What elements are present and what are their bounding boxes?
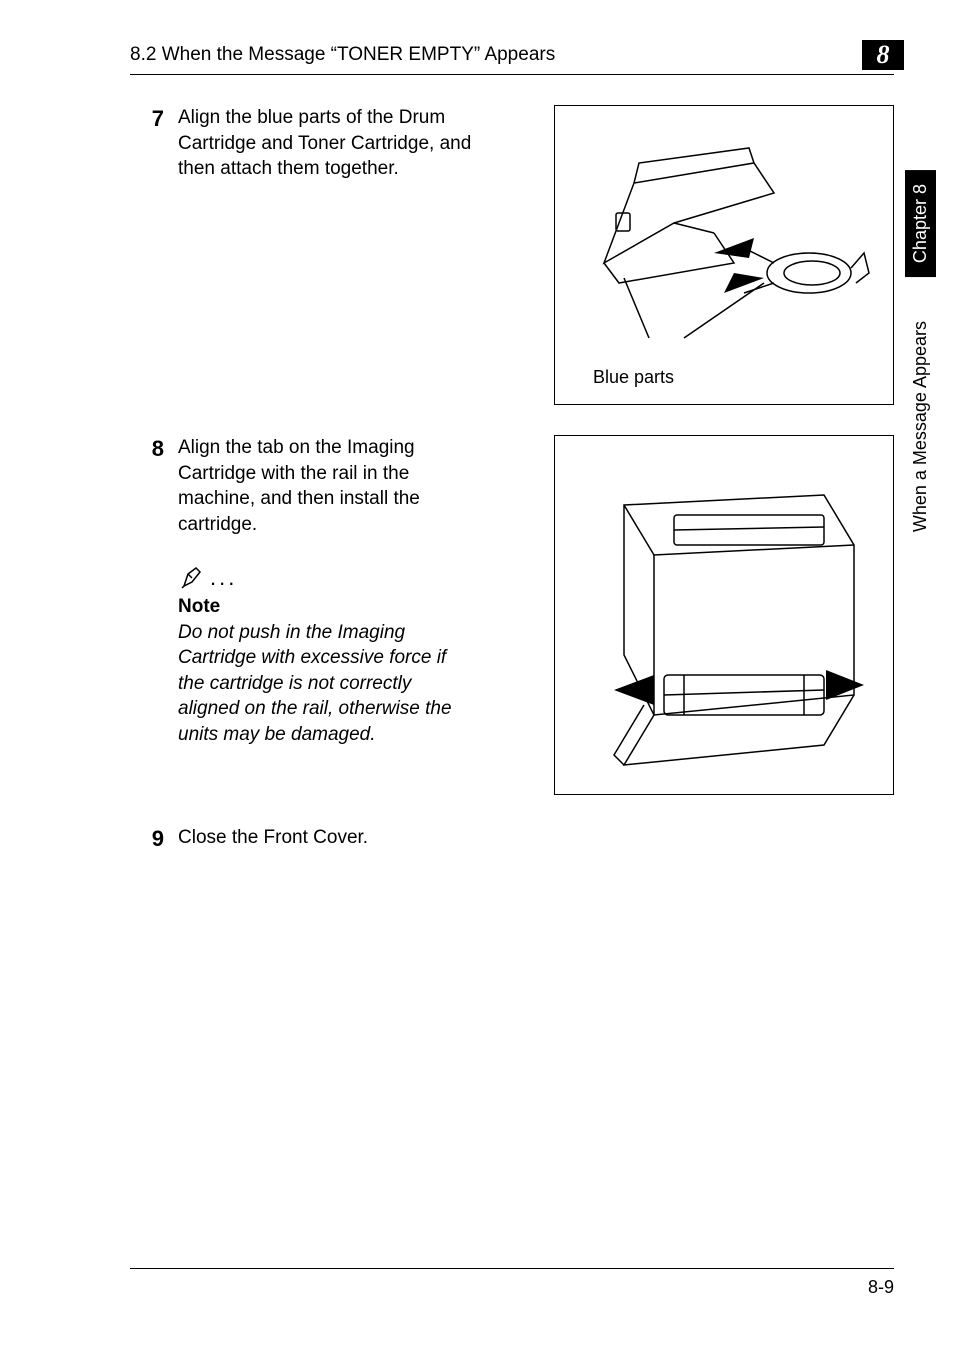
spacer xyxy=(130,795,894,825)
drum-toner-illustration xyxy=(564,123,884,363)
chapter-tab: Chapter 8 xyxy=(905,170,936,277)
note-icon-row: ... xyxy=(178,564,468,592)
step-7-text-col: 7 Align the blue parts of the Drum Cartr… xyxy=(130,105,478,182)
step-8-text-col: 8 Align the tab on the Imaging Cartridge… xyxy=(130,435,478,748)
step-7-figure: Blue parts xyxy=(554,105,894,405)
step-number: 8 xyxy=(130,435,178,464)
step-text: Close the Front Cover. xyxy=(178,825,368,851)
note-body: Do not push in the Imaging Cartridge wit… xyxy=(178,620,468,748)
install-cartridge-illustration xyxy=(564,445,884,785)
chapter-badge: 8 xyxy=(862,40,904,70)
note-title: Note xyxy=(178,596,468,618)
step-number: 7 xyxy=(130,105,178,134)
step-8-figure xyxy=(554,435,894,795)
step-7-row: 7 Align the blue parts of the Drum Cartr… xyxy=(130,105,894,405)
page-footer: 8-9 xyxy=(130,1268,894,1298)
note-block: ... Note Do not push in the Imaging Cart… xyxy=(178,564,468,748)
page-number: 8-9 xyxy=(868,1277,894,1298)
step-text: Align the blue parts of the Drum Cartrid… xyxy=(178,105,478,182)
side-tabs: Chapter 8 When a Message Appears xyxy=(905,170,936,546)
step-number: 9 xyxy=(130,825,178,854)
step-8-row: 8 Align the tab on the Imaging Cartridge… xyxy=(130,435,894,795)
step-9-row: 9 Close the Front Cover. xyxy=(130,825,894,854)
spacer xyxy=(130,405,894,435)
page-header: 8.2 When the Message “TONER EMPTY” Appea… xyxy=(130,40,894,75)
page: 8.2 When the Message “TONER EMPTY” Appea… xyxy=(0,0,954,1358)
chapter-number: 8 xyxy=(877,40,890,70)
pencil-icon xyxy=(178,564,206,592)
section-title: 8.2 When the Message “TONER EMPTY” Appea… xyxy=(130,44,555,66)
step-text: Align the tab on the Imaging Cartridge w… xyxy=(178,435,478,538)
figure-caption: Blue parts xyxy=(563,367,674,388)
section-tab: When a Message Appears xyxy=(905,307,936,546)
step-9-text-col: 9 Close the Front Cover. xyxy=(130,825,368,854)
ellipsis-icon: ... xyxy=(210,565,237,591)
